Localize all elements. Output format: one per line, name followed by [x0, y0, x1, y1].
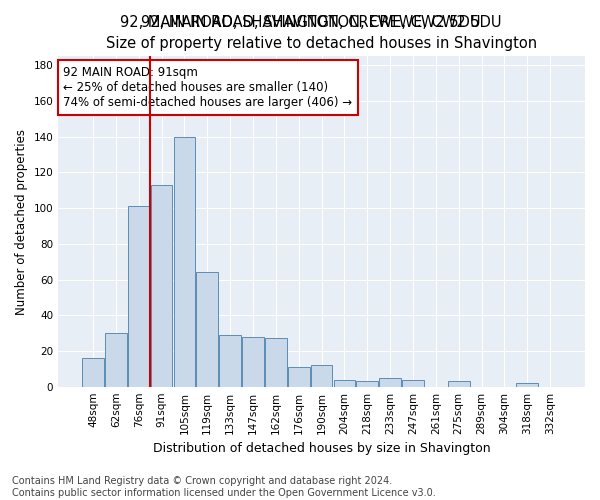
Bar: [265, 338, 287, 386]
Bar: [379, 378, 401, 386]
Bar: [356, 382, 378, 386]
Bar: [128, 206, 149, 386]
X-axis label: Distribution of detached houses by size in Shavington: Distribution of detached houses by size …: [153, 442, 490, 455]
Bar: [517, 383, 538, 386]
Bar: [334, 380, 355, 386]
Bar: [173, 136, 195, 386]
Bar: [402, 380, 424, 386]
Bar: [242, 336, 264, 386]
Y-axis label: Number of detached properties: Number of detached properties: [15, 128, 28, 314]
Text: Contains HM Land Registry data © Crown copyright and database right 2024.
Contai: Contains HM Land Registry data © Crown c…: [12, 476, 436, 498]
Text: 92, MAIN ROAD, SHAVINGTON, CREWE, CW2 5DU: 92, MAIN ROAD, SHAVINGTON, CREWE, CW2 5D…: [120, 15, 480, 30]
Bar: [151, 185, 172, 386]
Bar: [82, 358, 104, 386]
Title: 92, MAIN ROAD, SHAVINGTON, CREWE, CW2 5DU
Size of property relative to detached : 92, MAIN ROAD, SHAVINGTON, CREWE, CW2 5D…: [106, 15, 537, 51]
Bar: [288, 367, 310, 386]
Bar: [196, 272, 218, 386]
Text: 92 MAIN ROAD: 91sqm
← 25% of detached houses are smaller (140)
74% of semi-detac: 92 MAIN ROAD: 91sqm ← 25% of detached ho…: [64, 66, 353, 109]
Bar: [219, 335, 241, 386]
Bar: [105, 333, 127, 386]
Bar: [311, 366, 332, 386]
Bar: [448, 382, 470, 386]
